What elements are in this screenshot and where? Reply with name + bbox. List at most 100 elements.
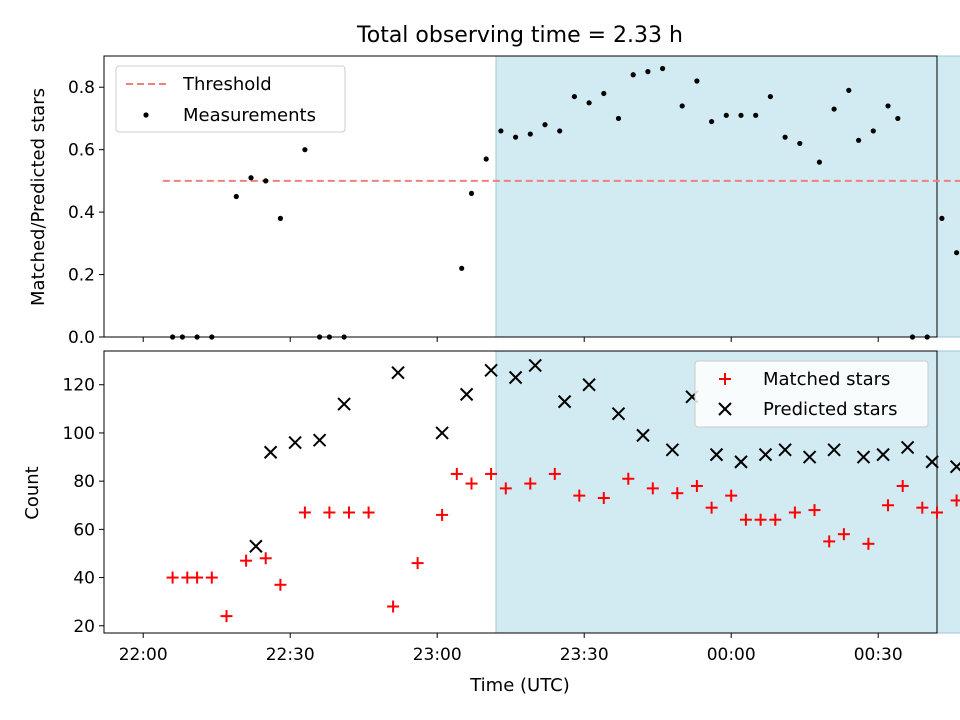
matched-star-marker — [931, 506, 943, 519]
ratio-series — [162, 65, 960, 340]
x-tick-label: 22:30 — [266, 645, 315, 665]
measurement-point — [248, 175, 254, 181]
matched-star-marker — [671, 487, 684, 500]
y-tick-label: 0.4 — [68, 203, 95, 223]
measurement-point — [527, 131, 533, 137]
matched-star-marker — [343, 506, 355, 519]
observing-window-span — [495, 55, 960, 338]
measurement-point — [709, 118, 715, 125]
predicted-star-marker — [925, 455, 939, 469]
measurement-point — [601, 90, 607, 97]
y-tick-label: 20 — [73, 617, 95, 637]
ratio-axes-frame — [103, 55, 938, 338]
count-legend: Matched stars Predicted stars — [694, 360, 929, 428]
matched-star-marker — [274, 578, 287, 591]
measurement-point — [302, 147, 308, 153]
matched-star-marker — [205, 571, 218, 584]
matched-star-marker — [485, 467, 498, 480]
predicted-star-marker — [758, 447, 773, 462]
matched-star-marker — [725, 489, 738, 502]
measurement-point — [317, 334, 323, 340]
predicted-star-marker — [636, 428, 650, 443]
y-tick-label: 40 — [73, 569, 95, 589]
measurement-point — [924, 334, 930, 340]
predicted-star-marker — [249, 539, 263, 553]
y-tick-label: 0.6 — [68, 141, 95, 161]
matched-star-marker — [646, 482, 659, 495]
y-tick-label: 60 — [73, 520, 95, 540]
matched-star-marker — [622, 472, 635, 485]
measurements-legend-swatch — [143, 112, 149, 118]
y-tick-label: 0.0 — [68, 328, 95, 348]
measurement-point — [209, 334, 215, 340]
ratio-y-axis: 0.0 0.2 0.4 0.6 0.8 — [68, 55, 938, 348]
matched-star-marker — [524, 477, 537, 490]
matched-star-marker — [837, 528, 850, 541]
measurement-point — [909, 334, 916, 340]
matched-star-marker — [573, 489, 586, 502]
matched-star-marker — [499, 482, 512, 495]
measurement-point — [586, 100, 592, 106]
predicted-star-marker — [582, 378, 596, 392]
measurement-point — [856, 137, 862, 143]
matched-star-marker — [788, 506, 801, 519]
measurement-point — [738, 112, 744, 118]
threshold-legend-label: Threshold — [182, 74, 272, 95]
count-axes: 20 40 60 80 100 120 22:00 22:30 23:00 23:30 00:00 0… — [63, 350, 938, 665]
measurement-point — [233, 193, 239, 200]
y-tick-label: 120 — [63, 376, 95, 396]
x-tick-label: 23:00 — [413, 645, 462, 665]
y-tick-label: 100 — [63, 424, 95, 444]
ratio-plot-area — [495, 55, 960, 338]
measurement-point — [263, 178, 269, 184]
legend-frame — [694, 360, 929, 428]
predicted-star-marker — [557, 394, 572, 409]
predicted-star-marker — [459, 387, 474, 402]
predicted-star-marker — [435, 426, 449, 440]
measurement-point — [939, 215, 945, 221]
measurement-point — [816, 159, 823, 165]
matched-legend-label: Matched stars — [763, 369, 890, 390]
measurement-point — [498, 128, 504, 134]
measurement-point — [753, 112, 759, 118]
matched-star-marker — [411, 557, 424, 570]
measurement-point — [645, 69, 651, 75]
matched-star-marker — [823, 535, 836, 548]
count-series — [166, 358, 960, 623]
predicted-star-marker — [802, 450, 817, 464]
predicted-star-marker — [312, 433, 327, 447]
predicted-star-marker — [288, 435, 302, 450]
predicted-star-marker — [900, 440, 915, 455]
measurement-point — [615, 115, 622, 122]
predicted-legend-swatch — [718, 402, 732, 416]
ratio-legend: Threshold Measurements — [115, 65, 346, 133]
measurement-point — [831, 106, 837, 112]
measurement-point — [459, 265, 465, 271]
count-panel: 20 40 60 80 100 120 22:00 22:30 23:00 23:30 00:00 0… — [22, 350, 960, 696]
matched-star-marker — [387, 600, 400, 613]
matched-star-marker — [259, 552, 272, 565]
measurement-point — [870, 128, 876, 134]
matched-star-marker — [882, 499, 894, 512]
matched-star-marker — [166, 571, 179, 584]
matched-star-marker — [705, 501, 718, 514]
measurement-point — [895, 115, 901, 122]
legend-frame — [115, 65, 346, 133]
measurement-point — [846, 87, 852, 93]
predicted-star-marker — [611, 406, 626, 421]
predicted-star-marker — [391, 365, 405, 380]
measurement-point — [723, 112, 729, 118]
predicted-star-marker — [856, 450, 871, 464]
measurement-point — [179, 334, 185, 340]
matched-star-marker — [862, 537, 875, 550]
matched-star-marker — [808, 504, 821, 517]
measurement-point — [954, 250, 960, 256]
predicted-star-marker — [949, 459, 960, 474]
predicted-star-marker — [876, 447, 890, 462]
measurement-point — [170, 334, 176, 340]
y-tick-label: 0.8 — [68, 78, 95, 98]
measurements-legend-label: Measurements — [183, 105, 316, 126]
measurement-point — [782, 134, 788, 140]
predicted-star-marker — [484, 363, 498, 377]
